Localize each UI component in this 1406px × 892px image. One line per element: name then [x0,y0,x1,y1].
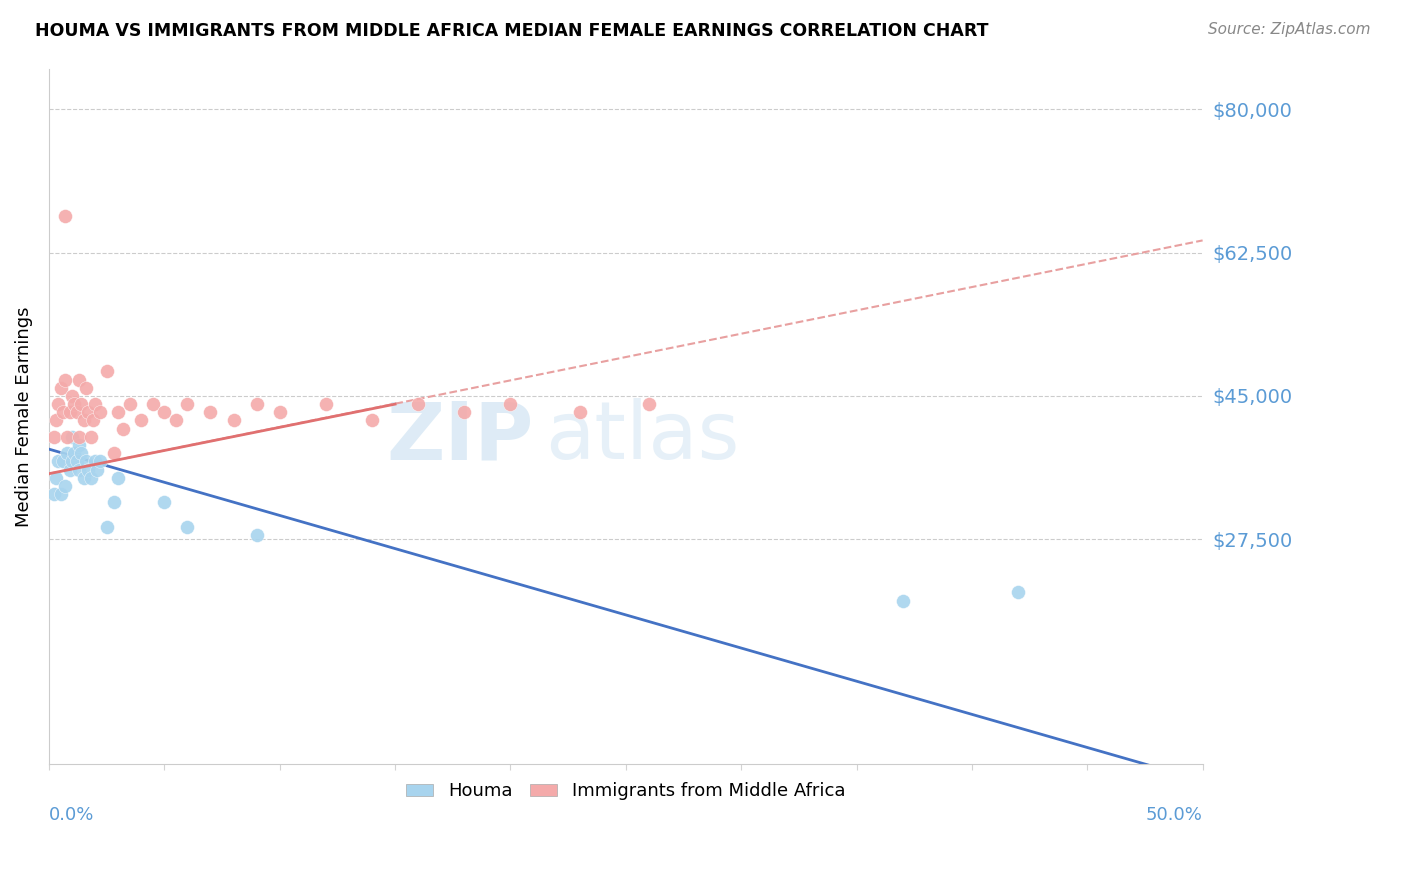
Point [66,405,89,419]
Point [315,397,337,411]
Point [453,405,475,419]
Point [53,373,76,387]
Point [49,487,72,501]
Point [67,430,90,444]
Point [82,413,104,427]
Point [42,430,65,444]
Text: ZIP: ZIP [387,398,533,476]
Point [45,471,67,485]
Text: 0.0%: 0.0% [49,806,94,824]
Point [66,454,89,468]
Legend: Houma, Immigrants from Middle Africa: Houma, Immigrants from Middle Africa [399,775,852,807]
Point [222,413,245,427]
Text: atlas: atlas [546,398,740,476]
Point [246,397,269,411]
Point [70,446,93,460]
Point [52,405,75,419]
Point [84,397,107,411]
Point [53,479,76,493]
Point [46,454,69,468]
Point [107,471,129,485]
Point [60,454,83,468]
Point [84,454,107,468]
Point [568,405,591,419]
Point [129,413,152,427]
Point [63,446,86,460]
Point [46,397,69,411]
Point [89,405,111,419]
Point [153,495,176,509]
Point [79,471,101,485]
Point [361,413,384,427]
Point [406,397,429,411]
Point [637,397,659,411]
Point [60,430,83,444]
Point [53,209,76,223]
Point [1007,585,1029,599]
Point [67,438,90,452]
Point [499,397,522,411]
Point [52,454,75,468]
Point [103,446,125,460]
Point [103,495,125,509]
Point [75,381,97,395]
Text: HOUMA VS IMMIGRANTS FROM MIDDLE AFRICA MEDIAN FEMALE EARNINGS CORRELATION CHART: HOUMA VS IMMIGRANTS FROM MIDDLE AFRICA M… [35,22,988,40]
Point [56,446,79,460]
Point [111,422,134,436]
Point [107,405,129,419]
Point [49,381,72,395]
Point [67,462,90,476]
Point [79,430,101,444]
Text: Source: ZipAtlas.com: Source: ZipAtlas.com [1208,22,1371,37]
Point [200,405,222,419]
Point [60,389,83,403]
Point [70,397,93,411]
Point [67,373,90,387]
Text: 50.0%: 50.0% [1146,806,1202,824]
Point [77,462,100,476]
Y-axis label: Median Female Earnings: Median Female Earnings [15,306,32,526]
Point [72,413,94,427]
Point [269,405,291,419]
Point [56,430,79,444]
Point [96,520,118,534]
Point [246,528,269,542]
Point [42,487,65,501]
Point [59,405,82,419]
Point [96,364,118,378]
Point [891,593,914,607]
Point [72,471,94,485]
Point [142,397,165,411]
Point [59,462,82,476]
Point [176,397,198,411]
Point [165,413,187,427]
Point [75,454,97,468]
Point [118,397,141,411]
Point [45,413,67,427]
Point [63,397,86,411]
Point [89,454,111,468]
Point [77,405,100,419]
Point [176,520,198,534]
Point [86,462,108,476]
Point [153,405,176,419]
